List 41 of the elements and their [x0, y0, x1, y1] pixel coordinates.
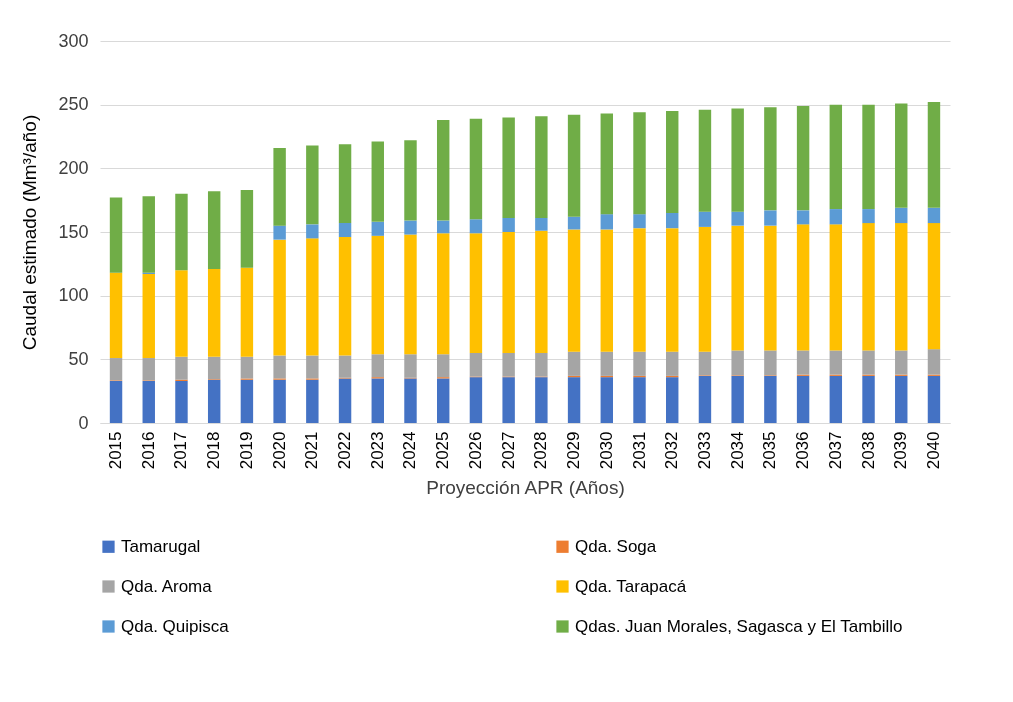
- x-tick-label: 2030: [596, 431, 616, 470]
- y-tick-label: 150: [58, 221, 89, 242]
- x-tick-label: 2036: [793, 431, 813, 470]
- x-tick-label: 2033: [694, 431, 714, 470]
- x-tick-label: 2015: [106, 431, 126, 470]
- x-tick-label: 2038: [858, 431, 878, 470]
- y-tick-label: 200: [58, 157, 89, 178]
- x-tick-label: 2020: [269, 431, 289, 470]
- x-tick-label: 2017: [171, 431, 191, 470]
- x-tick-label: 2039: [891, 431, 911, 470]
- x-tick-label: 2022: [335, 431, 355, 470]
- x-tick-label: 2027: [498, 431, 518, 470]
- y-tick-label: 0: [78, 412, 89, 433]
- x-tick-label: 2023: [367, 431, 387, 470]
- legend-label: Qda. Aroma: [121, 576, 213, 596]
- y-tick-label: 50: [68, 348, 89, 369]
- y-tick-label: 250: [58, 94, 89, 115]
- legend-label: Qda. Tarapacá: [575, 576, 687, 596]
- x-tick-label: 2029: [564, 431, 584, 470]
- y-axis-title: Caudal estimado (Mm³/año): [19, 114, 41, 351]
- x-tick-label: 2028: [531, 431, 551, 470]
- y-tick-label: 100: [58, 285, 89, 306]
- x-axis-title: Proyección APR (Años): [426, 477, 625, 499]
- x-tick-label: 2018: [204, 431, 224, 470]
- y-tick-label: 300: [58, 30, 89, 51]
- x-tick-label: 2019: [236, 431, 256, 470]
- legend-label: Tamarugal: [121, 536, 201, 556]
- x-tick-label: 2016: [138, 431, 158, 470]
- x-tick-label: 2040: [923, 431, 943, 470]
- legend-label: Qdas. Juan Morales, Sagasca y El Tambillo: [575, 616, 903, 636]
- x-tick-label: 2031: [629, 431, 649, 470]
- x-tick-label: 2037: [825, 431, 845, 470]
- x-tick-label: 2032: [662, 431, 682, 470]
- legend-label: Qda. Quipisca: [121, 616, 230, 636]
- x-tick-label: 2026: [465, 431, 485, 470]
- x-tick-label: 2035: [760, 431, 780, 470]
- x-tick-label: 2025: [433, 431, 453, 470]
- x-tick-label: 2021: [302, 431, 322, 470]
- x-tick-label: 2034: [727, 431, 747, 470]
- legend-label: Qda. Soga: [575, 536, 657, 556]
- x-tick-label: 2024: [400, 431, 420, 470]
